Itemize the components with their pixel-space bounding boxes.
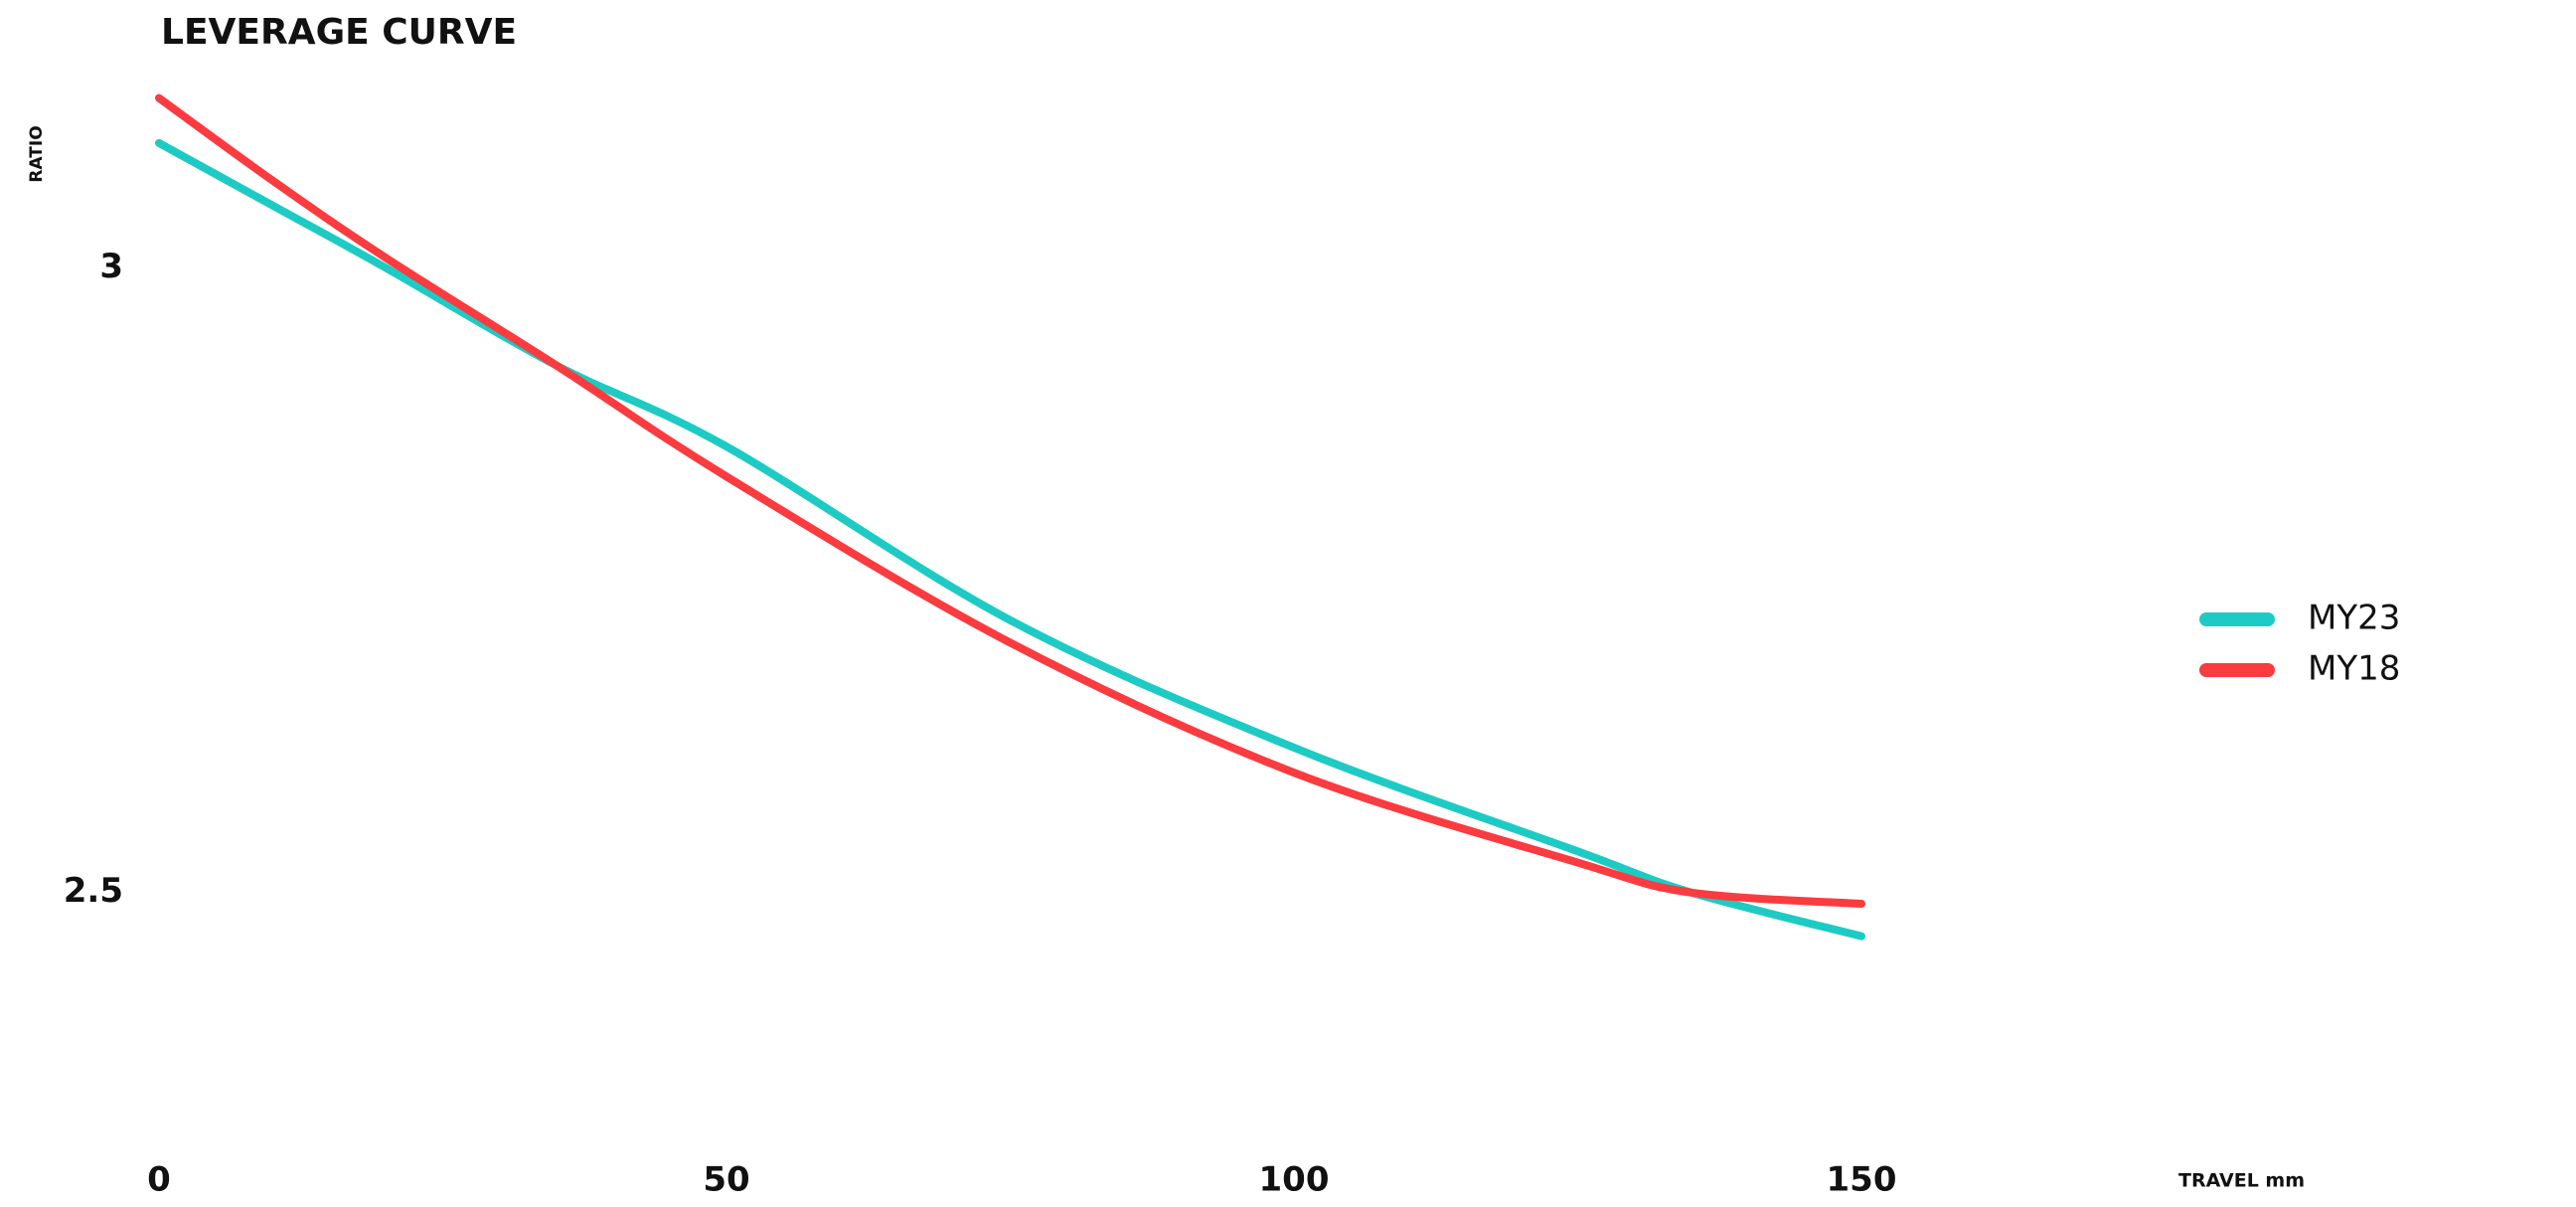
y-tick-label: 2.5 bbox=[64, 871, 123, 911]
chart-title: LEVERAGE CURVE bbox=[161, 12, 517, 53]
legend-label: MY23 bbox=[2308, 599, 2400, 638]
y-tick-label: 3 bbox=[99, 247, 123, 286]
data-line bbox=[155, 93, 1865, 909]
x-tick-label: 150 bbox=[1827, 1160, 1897, 1200]
x-axis-label: TRAVEL mm bbox=[2178, 1170, 2305, 1192]
legend-label: MY18 bbox=[2308, 649, 2400, 689]
x-tick-label: 50 bbox=[703, 1160, 749, 1200]
x-tick-label: 100 bbox=[1259, 1160, 1330, 1200]
x-tick-label: 0 bbox=[147, 1160, 171, 1200]
data-line bbox=[155, 138, 1865, 941]
y-axis-label: RATIO bbox=[27, 125, 47, 182]
